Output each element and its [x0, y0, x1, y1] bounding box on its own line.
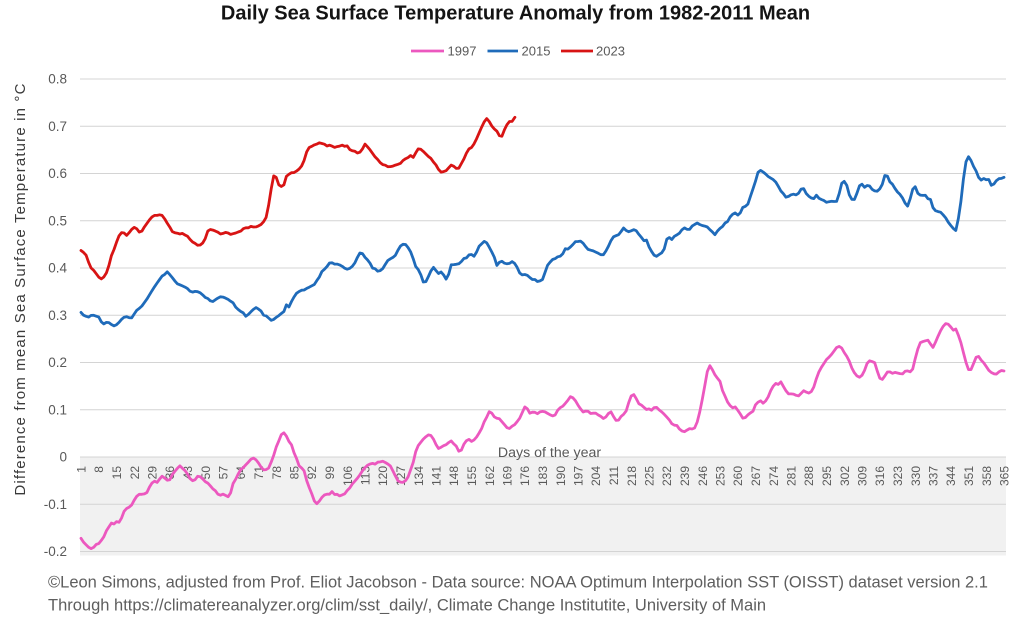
svg-text:0: 0 — [59, 450, 67, 465]
svg-text:0.1: 0.1 — [48, 402, 67, 417]
svg-text:0.5: 0.5 — [48, 213, 67, 228]
svg-text:-0.2: -0.2 — [44, 544, 67, 559]
svg-text:141: 141 — [430, 466, 444, 486]
svg-text:0.6: 0.6 — [48, 166, 67, 181]
svg-text:148: 148 — [447, 466, 461, 486]
svg-text:225: 225 — [643, 466, 657, 486]
svg-text:239: 239 — [678, 466, 692, 486]
svg-text:316: 316 — [873, 466, 887, 486]
svg-text:288: 288 — [802, 466, 816, 486]
svg-text:50: 50 — [199, 466, 213, 480]
svg-text:99: 99 — [323, 466, 337, 480]
svg-text:0.8: 0.8 — [48, 72, 67, 87]
svg-text:274: 274 — [767, 466, 781, 486]
svg-text:92: 92 — [305, 466, 319, 480]
svg-text:8: 8 — [92, 466, 106, 473]
svg-text:183: 183 — [536, 466, 550, 486]
svg-text:253: 253 — [714, 466, 728, 486]
svg-text:169: 169 — [501, 466, 515, 486]
svg-text:1997: 1997 — [448, 44, 477, 59]
svg-text:197: 197 — [572, 466, 586, 486]
svg-text:0.4: 0.4 — [48, 261, 67, 276]
svg-text:Difference from mean Sea Surfa: Difference from mean Sea Surface Tempera… — [12, 82, 29, 495]
svg-text:211: 211 — [607, 466, 621, 485]
svg-text:246: 246 — [696, 466, 710, 486]
svg-text:©Leon Simons, adjusted from Pr: ©Leon Simons, adjusted from Prof. Eliot … — [48, 574, 988, 592]
svg-text:232: 232 — [660, 466, 674, 486]
svg-text:Daily Sea Surface Temperature: Daily Sea Surface Temperature Anomaly fr… — [221, 3, 810, 25]
svg-text:155: 155 — [465, 466, 479, 486]
svg-text:344: 344 — [944, 466, 958, 486]
svg-text:106: 106 — [341, 466, 355, 486]
svg-text:2023: 2023 — [596, 44, 625, 59]
svg-text:1: 1 — [75, 466, 89, 473]
svg-text:358: 358 — [980, 466, 994, 486]
svg-text:2015: 2015 — [522, 44, 551, 59]
svg-text:78: 78 — [270, 466, 284, 480]
svg-text:134: 134 — [412, 466, 426, 486]
svg-text:218: 218 — [625, 466, 639, 486]
svg-text:204: 204 — [589, 466, 603, 486]
svg-text:0.7: 0.7 — [48, 119, 67, 134]
svg-text:351: 351 — [962, 466, 976, 486]
svg-text:190: 190 — [554, 466, 568, 486]
svg-text:309: 309 — [856, 466, 870, 486]
svg-text:267: 267 — [749, 466, 763, 486]
svg-text:-0.1: -0.1 — [44, 497, 67, 512]
svg-text:295: 295 — [820, 466, 834, 486]
svg-text:0.2: 0.2 — [48, 355, 67, 370]
svg-text:15: 15 — [110, 466, 124, 480]
svg-text:302: 302 — [838, 466, 852, 486]
svg-text:330: 330 — [909, 466, 923, 486]
svg-text:176: 176 — [518, 466, 532, 486]
svg-text:323: 323 — [891, 466, 905, 486]
svg-text:57: 57 — [217, 466, 231, 480]
svg-text:71: 71 — [252, 466, 266, 480]
svg-text:Days of the year: Days of the year — [498, 445, 602, 461]
svg-text:365: 365 — [998, 466, 1012, 486]
svg-text:162: 162 — [483, 466, 497, 486]
svg-text:281: 281 — [785, 466, 799, 486]
svg-text:36: 36 — [163, 466, 177, 480]
svg-text:0.3: 0.3 — [48, 308, 67, 323]
svg-text:22: 22 — [128, 466, 142, 480]
svg-text:120: 120 — [376, 466, 390, 486]
svg-text:337: 337 — [927, 466, 941, 486]
svg-text:Through https://climatereanaly: Through https://climatereanalyzer.org/cl… — [48, 597, 766, 615]
svg-text:85: 85 — [288, 466, 302, 480]
svg-text:260: 260 — [731, 466, 745, 486]
svg-text:29: 29 — [146, 466, 160, 480]
